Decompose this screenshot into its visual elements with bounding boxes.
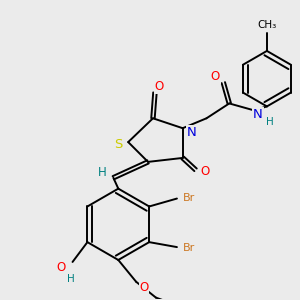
Text: H: H — [266, 117, 274, 127]
Text: H: H — [98, 166, 107, 179]
Text: N: N — [187, 126, 196, 139]
Text: O: O — [211, 70, 220, 83]
Text: Br: Br — [183, 193, 195, 202]
Text: H: H — [67, 274, 74, 284]
Text: CH₃: CH₃ — [257, 20, 277, 30]
Text: Br: Br — [183, 243, 195, 253]
Text: O: O — [154, 80, 164, 93]
Text: O: O — [56, 261, 65, 274]
Text: O: O — [201, 165, 210, 178]
Text: O: O — [140, 281, 149, 294]
Text: N: N — [253, 108, 263, 121]
Text: S: S — [114, 138, 122, 151]
